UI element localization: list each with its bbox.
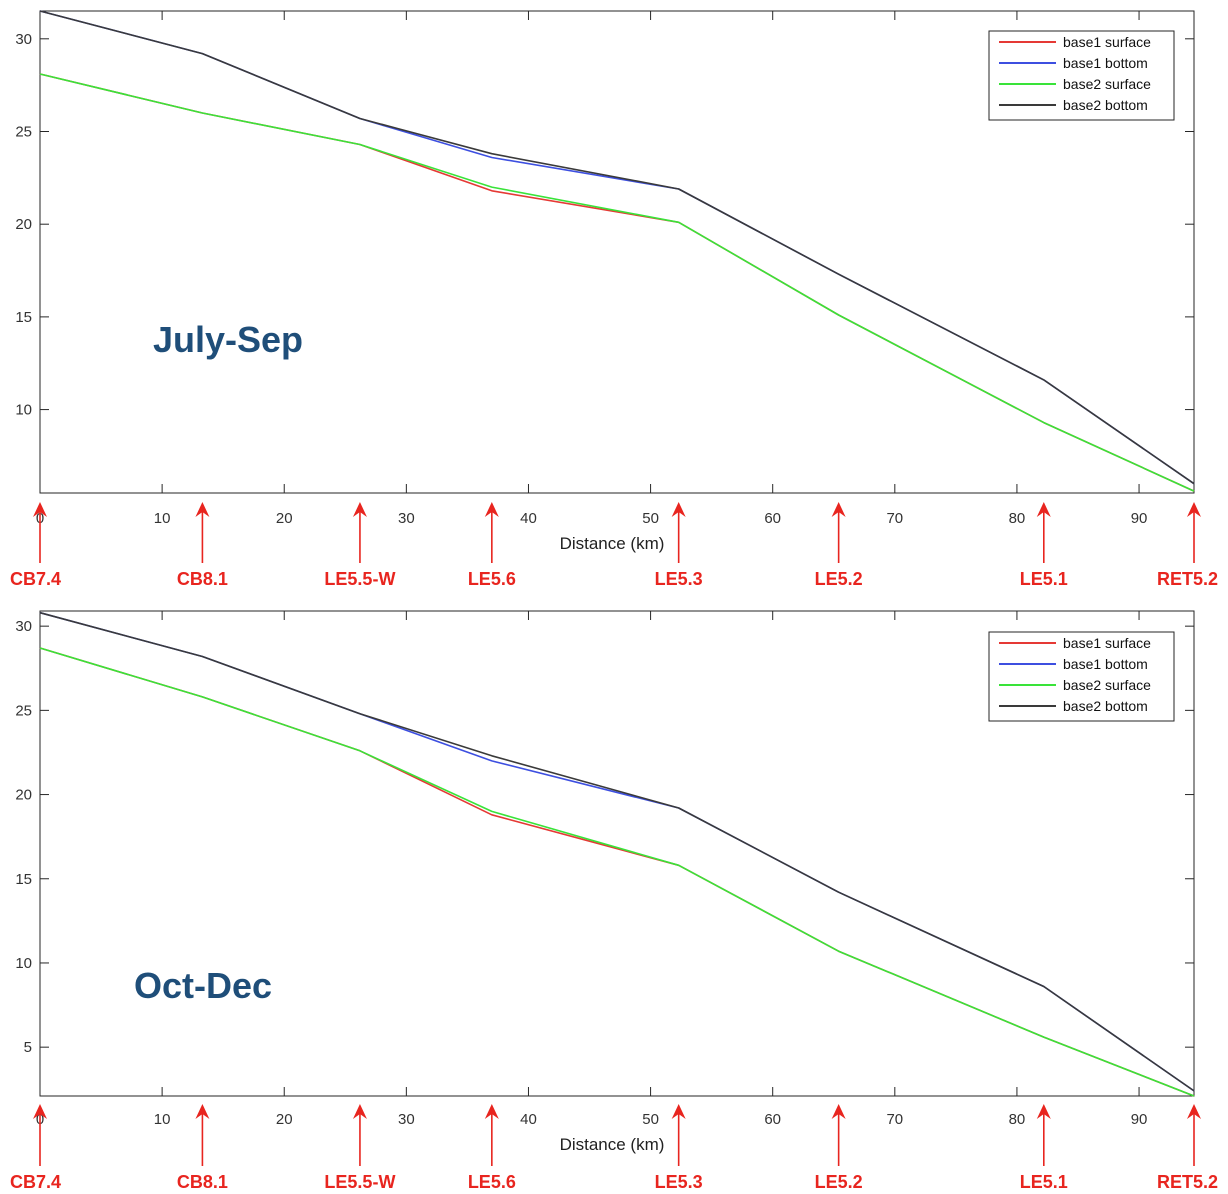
y-tick-label: 15 <box>15 309 32 326</box>
station-label: LE5.6 <box>468 569 516 589</box>
x-tick-label: 30 <box>398 510 415 527</box>
x-tick-label: 40 <box>520 510 537 527</box>
station-label: LE5.6 <box>468 1172 516 1192</box>
legend-label-base1-bottom: base1 bottom <box>1063 55 1148 71</box>
station-arrow-head <box>33 502 47 517</box>
station-label: CB7.4 <box>10 569 61 589</box>
station-arrow-head <box>671 1104 686 1119</box>
legend-label-base2-surface: base2 surface <box>1063 677 1151 693</box>
period-annotation: July-Sep <box>153 319 303 360</box>
x-tick-label: 80 <box>1009 510 1026 527</box>
station-arrow-head <box>195 502 210 517</box>
station-marker-ret5-2: RET5.2 <box>1157 502 1218 589</box>
x-axis-title: Distance (km) <box>560 1135 665 1154</box>
station-marker-le5-5-w: LE5.5-W <box>324 502 395 589</box>
station-label: LE5.5-W <box>324 1172 395 1192</box>
station-marker-le5-6: LE5.6 <box>468 502 516 589</box>
x-tick-label: 60 <box>764 1111 781 1128</box>
chart-oct-dec: 010203040506070809051015202530Distance (… <box>10 610 1218 1192</box>
legend-label-base1-bottom: base1 bottom <box>1063 656 1148 672</box>
station-label: LE5.1 <box>1020 1172 1068 1192</box>
x-tick-label: 90 <box>1131 510 1148 527</box>
legend: base1 surface base1 bottom base2 surface ba… <box>988 30 1175 121</box>
legend-label-base2-bottom: base2 bottom <box>1063 97 1148 113</box>
x-tick-label: 50 <box>642 1111 659 1128</box>
station-label: LE5.3 <box>655 569 703 589</box>
station-marker-cb7-4: CB7.4 <box>10 502 61 589</box>
legend-label-base2-bottom: base2 bottom <box>1063 698 1148 714</box>
station-marker-le5-2: LE5.2 <box>815 502 863 589</box>
station-marker-le5-2: LE5.2 <box>815 1104 863 1192</box>
series-line-base2-surface <box>39 73 1195 492</box>
station-marker-le5-3: LE5.3 <box>655 502 703 589</box>
station-arrow-head <box>484 1104 499 1119</box>
x-tick-label: 70 <box>886 1111 903 1128</box>
station-marker-le5-1: LE5.1 <box>1020 502 1068 589</box>
x-tick-label: 40 <box>520 1111 537 1128</box>
y-tick-label: 30 <box>15 31 32 48</box>
series-line-base2-bottom <box>39 611 1195 1092</box>
station-label: LE5.5-W <box>324 569 395 589</box>
series-line-base2-surface <box>39 647 1195 1097</box>
station-arrow-head <box>195 1104 210 1119</box>
station-label: RET5.2 <box>1157 1172 1218 1192</box>
station-label: LE5.3 <box>655 1172 703 1192</box>
y-tick-label: 10 <box>15 955 32 972</box>
legend-label-base2-surface: base2 surface <box>1063 76 1151 92</box>
y-tick-label: 30 <box>15 618 32 635</box>
legend-label-base1-surface: base1 surface <box>1063 635 1151 651</box>
station-label: LE5.2 <box>815 1172 863 1192</box>
station-arrow-head <box>33 1104 47 1119</box>
station-label: RET5.2 <box>1157 569 1218 589</box>
legend-label-base1-surface: base1 surface <box>1063 34 1151 50</box>
station-marker-le5-3: LE5.3 <box>655 1104 703 1192</box>
y-tick-label: 20 <box>15 216 32 233</box>
y-tick-label: 15 <box>15 871 32 888</box>
station-label: CB8.1 <box>177 1172 228 1192</box>
chart-july-sep: 01020304050607080901015202530Distance (k… <box>10 10 1218 589</box>
station-arrow-head <box>671 502 686 517</box>
station-arrow-head <box>1036 502 1051 517</box>
series-line-base2-bottom <box>39 10 1195 485</box>
station-arrow-head <box>352 502 367 517</box>
x-tick-label: 90 <box>1131 1111 1148 1128</box>
station-label: LE5.1 <box>1020 569 1068 589</box>
station-arrow-head <box>484 502 499 517</box>
station-marker-cb8-1: CB8.1 <box>177 502 228 589</box>
x-axis-title: Distance (km) <box>560 534 665 553</box>
x-tick-label: 20 <box>276 1111 293 1128</box>
station-label: CB7.4 <box>10 1172 61 1192</box>
y-tick-label: 5 <box>24 1039 32 1056</box>
station-label: LE5.2 <box>815 569 863 589</box>
y-tick-label: 25 <box>15 702 32 719</box>
x-tick-label: 80 <box>1009 1111 1026 1128</box>
y-tick-label: 25 <box>15 124 32 141</box>
x-tick-label: 60 <box>764 510 781 527</box>
y-tick-label: 20 <box>15 787 32 804</box>
station-label: CB8.1 <box>177 569 228 589</box>
station-arrow-head <box>1187 1104 1201 1119</box>
station-arrow-head <box>1187 502 1201 517</box>
station-arrow-head <box>352 1104 367 1119</box>
x-tick-label: 10 <box>154 510 171 527</box>
station-marker-le5-6: LE5.6 <box>468 1104 516 1192</box>
legend: base1 surface base1 bottom base2 surface ba… <box>988 631 1175 722</box>
x-tick-label: 70 <box>886 510 903 527</box>
x-tick-label: 50 <box>642 510 659 527</box>
station-marker-le5-1: LE5.1 <box>1020 1104 1068 1192</box>
station-arrow-head <box>831 502 846 517</box>
station-arrow-head <box>831 1104 846 1119</box>
period-annotation: Oct-Dec <box>134 965 272 1006</box>
station-marker-cb8-1: CB8.1 <box>177 1104 228 1192</box>
station-marker-cb7-4: CB7.4 <box>10 1104 61 1192</box>
station-marker-le5-5-w: LE5.5-W <box>324 1104 395 1192</box>
x-tick-label: 20 <box>276 510 293 527</box>
x-tick-label: 30 <box>398 1111 415 1128</box>
y-tick-label: 10 <box>15 402 32 419</box>
station-arrow-head <box>1036 1104 1051 1119</box>
station-marker-ret5-2: RET5.2 <box>1157 1104 1218 1192</box>
x-tick-label: 10 <box>154 1111 171 1128</box>
